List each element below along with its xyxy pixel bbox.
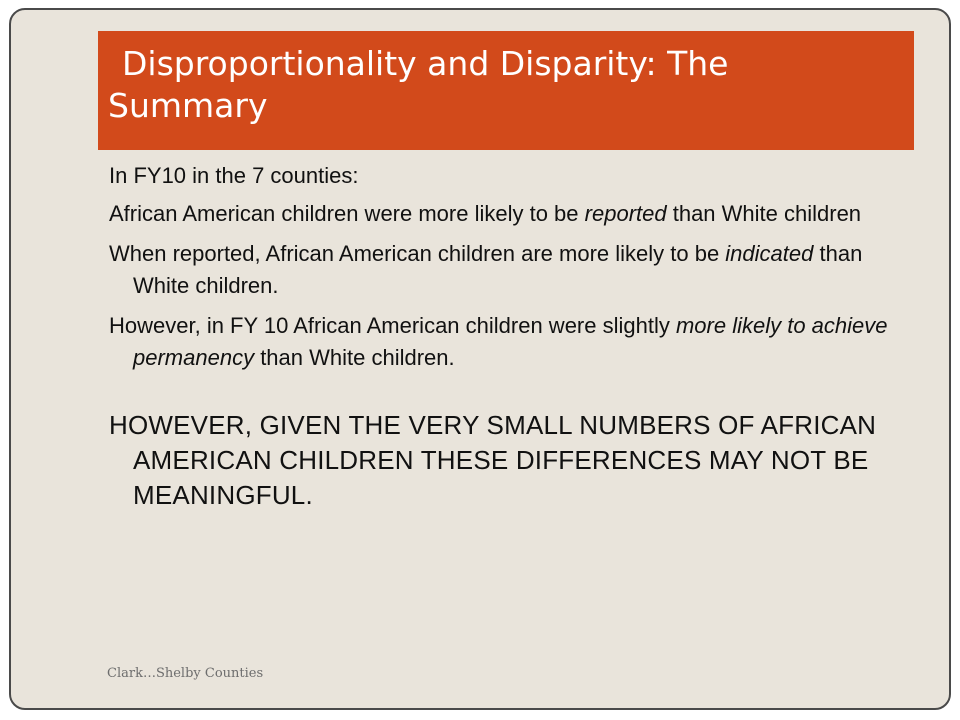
conclusion-text: HOWEVER, GIVEN THE VERY SMALL NUMBERS OF… xyxy=(109,410,877,510)
intro-text: In FY10 in the 7 counties: xyxy=(109,163,359,188)
point-reported-before: African American children were more like… xyxy=(109,201,585,226)
point-indicated: When reported, African American children… xyxy=(109,238,909,302)
title-bar: Disproportionality and Disparity: The Su… xyxy=(98,31,914,150)
point-permanency-before: However, in FY 10 African American child… xyxy=(109,313,676,338)
point-permanency: However, in FY 10 African American child… xyxy=(109,310,909,374)
slide-content: In FY10 in the 7 counties: African Ameri… xyxy=(109,160,909,521)
point-indicated-after: than White children. xyxy=(133,241,863,298)
point-indicated-before: When reported, African American children… xyxy=(109,241,726,266)
point-permanency-emphasis: more likely to achieve permanency xyxy=(133,313,888,370)
point-reported: African American children were more like… xyxy=(109,198,909,230)
slide: Disproportionality and Disparity: The Su… xyxy=(9,8,951,710)
slide-footer: Clark…Shelby Counties xyxy=(107,666,264,681)
point-permanency-after: than White children. xyxy=(254,345,455,370)
point-reported-emphasis: reported xyxy=(584,201,667,226)
point-reported-after: than White children xyxy=(666,201,862,226)
point-indicated-emphasis: indicated xyxy=(725,241,814,266)
slide-title: Disproportionality and Disparity: The Su… xyxy=(108,44,729,125)
